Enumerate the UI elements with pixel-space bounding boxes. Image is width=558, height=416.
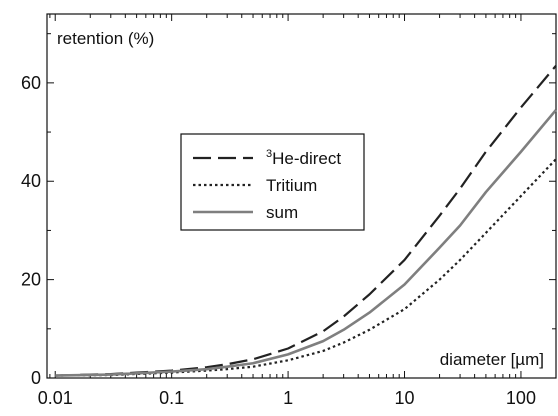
y-tick-label: 40 xyxy=(21,171,41,191)
x-axis-title: diameter [µm] xyxy=(440,350,544,369)
legend: 3He-direct Tritium sum xyxy=(180,133,365,231)
legend-box xyxy=(180,133,365,231)
y-tick-label: 20 xyxy=(21,270,41,290)
x-tick-label: 0.01 xyxy=(38,388,73,408)
series-layer xyxy=(55,64,557,377)
y-tick-label: 60 xyxy=(21,73,41,93)
x-tick-label: 100 xyxy=(506,388,536,408)
legend-label: sum xyxy=(266,203,298,222)
y-tick-label: 0 xyxy=(31,368,41,388)
plot-frame xyxy=(46,13,557,379)
x-tick-label: 10 xyxy=(395,388,415,408)
x-tick-label: 1 xyxy=(283,388,293,408)
legend-label: 3He-direct xyxy=(266,148,341,168)
series-line-sum xyxy=(55,109,557,377)
y-axis-title: retention (%) xyxy=(57,29,154,48)
series-line-he-direct xyxy=(55,64,557,377)
x-tick-label: 0.1 xyxy=(159,388,184,408)
legend-label: Tritium xyxy=(266,176,317,195)
